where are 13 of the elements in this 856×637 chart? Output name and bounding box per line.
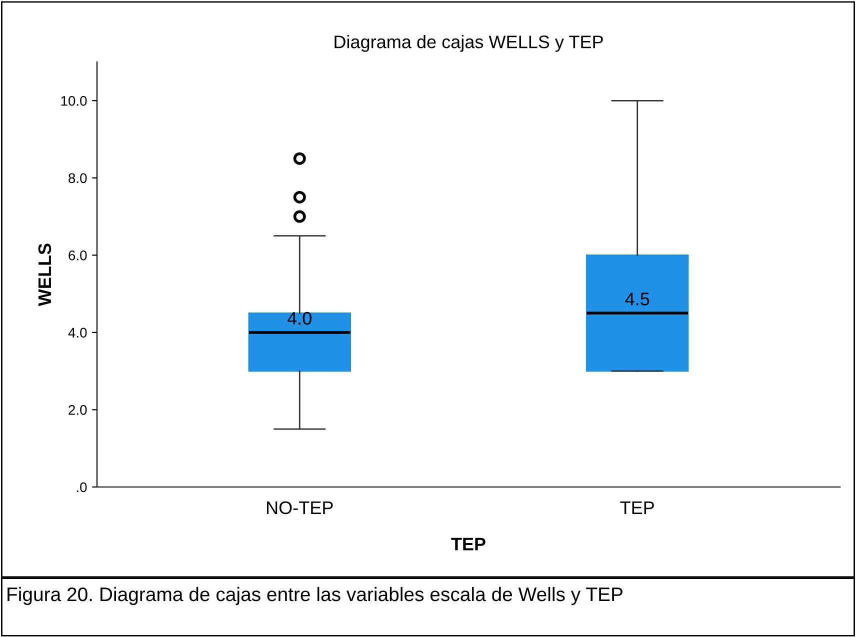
- annotation: 4.0: [288, 312, 312, 325]
- chart-title: Diagrama de cajas WELLS y TEP: [334, 35, 603, 52]
- y-tick-label: 2.0: [68, 405, 87, 415]
- text: Figura 20. Diagrama de cajas entre las variables escala de Wells y TEP: [8, 586, 622, 606]
- y-axis-title: WELLS: [38, 244, 52, 306]
- y-tick-label: 6.0: [68, 250, 87, 260]
- y-tick-label: 10.0: [61, 96, 87, 106]
- annotation: 4.5: [625, 292, 650, 306]
- x-tick-label: NO-TEP: [267, 501, 333, 514]
- y-tick-label: 8.0: [68, 173, 87, 184]
- y-tick-label: 4.0: [68, 328, 87, 338]
- x-axis-title: TEP: [451, 538, 486, 550]
- y-tick-label: .0: [76, 482, 87, 492]
